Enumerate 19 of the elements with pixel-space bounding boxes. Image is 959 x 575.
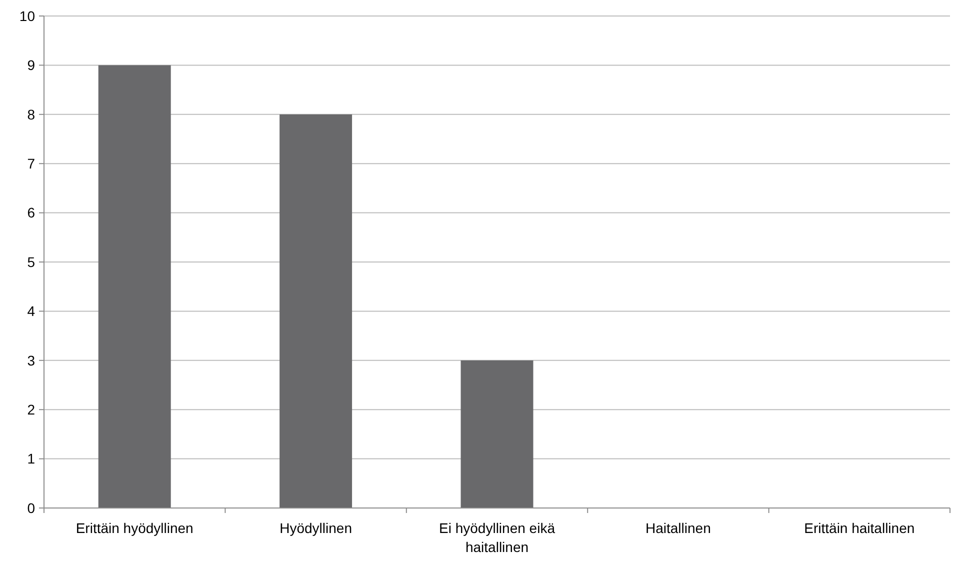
x-tick-label: Hyödyllinen bbox=[280, 520, 352, 536]
y-tick-label: 10 bbox=[19, 8, 36, 24]
y-tick-label: 4 bbox=[27, 303, 36, 320]
y-tick-label: 3 bbox=[27, 352, 36, 368]
y-tick-label: 0 bbox=[27, 500, 36, 516]
bar bbox=[460, 360, 534, 508]
x-tick-label: Erittäin hyödyllinen bbox=[76, 520, 194, 536]
bar bbox=[98, 65, 171, 508]
y-tick-label: 7 bbox=[27, 156, 36, 172]
y-tick-label: 5 bbox=[27, 254, 36, 270]
y-tick-label: 2 bbox=[27, 402, 36, 418]
x-tick-label: Haitallinen bbox=[646, 520, 711, 536]
y-tick-label: 9 bbox=[27, 57, 36, 74]
y-tick-label: 8 bbox=[27, 106, 36, 122]
y-tick-label: 6 bbox=[27, 204, 36, 221]
y-tick-label: 1 bbox=[27, 450, 36, 467]
x-tick-label: Erittäin haitallinen bbox=[804, 520, 915, 536]
bar bbox=[280, 114, 352, 508]
x-tick-label: Ei hyödyllinen eikä haitallinen bbox=[439, 520, 556, 555]
